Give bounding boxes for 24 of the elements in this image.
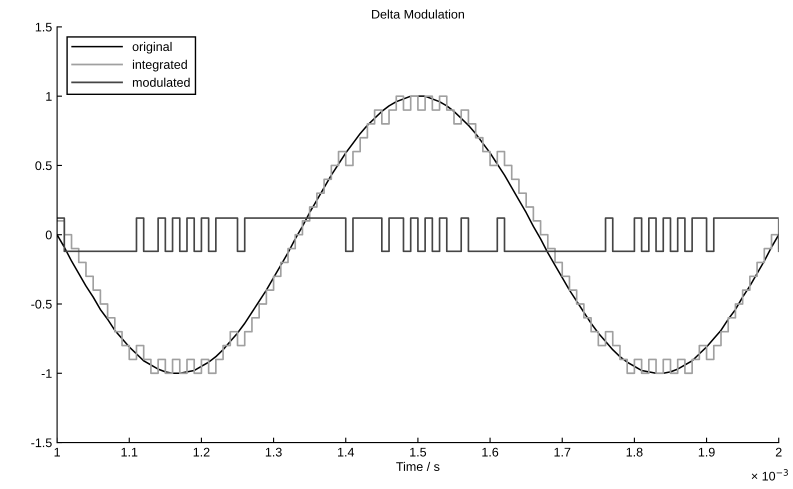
x-tick-label: 1	[54, 448, 60, 456]
x-tick-label: 1.2	[194, 448, 210, 456]
y-tick-label: -1.5	[31, 438, 52, 448]
y-tick-label: 0	[46, 230, 52, 240]
x-tick-label: 1.6	[482, 448, 498, 457]
x-tick-label: 2	[776, 448, 782, 456]
y-tick-label: -0.5	[31, 300, 52, 309]
x-tick-label: 1.5	[410, 448, 426, 457]
y-tick-label: -1	[42, 369, 52, 378]
x-tick-label: 1.3	[266, 448, 282, 457]
text: × 10$^{−3}$	[752, 469, 788, 481]
legend-label: integrated	[132, 60, 187, 72]
chart-title: Delta Modulation	[372, 10, 464, 19]
legend-label: modulated	[132, 78, 190, 87]
legend-label: original	[132, 42, 172, 54]
x-tick-label: 1.9	[698, 448, 715, 457]
x-tick-label: 1.8	[626, 448, 643, 457]
x-tick-label: 1.7	[554, 448, 570, 456]
y-tick-label: 0.5	[35, 161, 52, 170]
x-tick-label: 1.1	[122, 448, 138, 456]
x-tick-label: 1.4	[338, 448, 354, 456]
y-tick-label: 1.5	[36, 22, 52, 32]
y-tick-label: 1	[46, 92, 52, 101]
x-axis-title: Time / s	[396, 462, 440, 472]
